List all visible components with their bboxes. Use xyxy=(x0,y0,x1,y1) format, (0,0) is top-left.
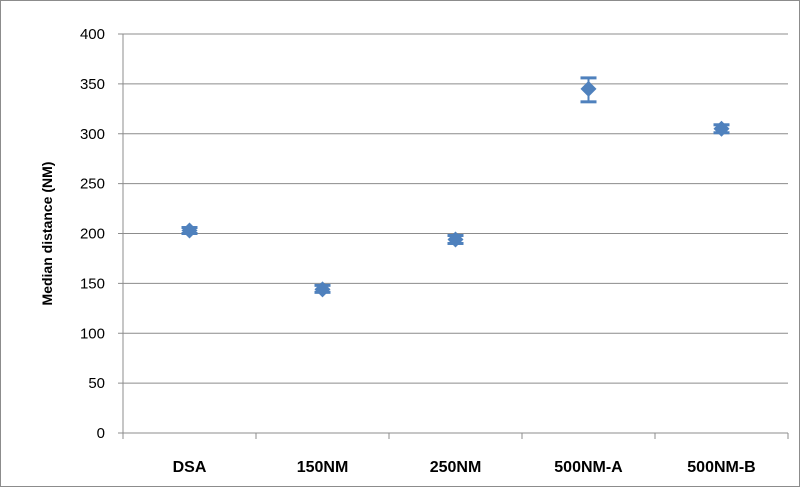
data-point-group xyxy=(314,281,331,298)
y-tick-label: 350 xyxy=(80,76,105,93)
x-axis-category-labels: DSA 150NM 250NM 500NM-A 500NM-B xyxy=(173,459,756,476)
y-tick-label: 150 xyxy=(80,275,105,292)
category-label: 500NM-A xyxy=(554,459,623,476)
category-label: 150NM xyxy=(297,459,349,476)
diamond-marker xyxy=(181,222,198,239)
data-points xyxy=(181,76,730,298)
diamond-marker xyxy=(314,281,331,298)
gridlines xyxy=(123,33,788,384)
y-tick-label: 0 xyxy=(97,425,105,442)
x-axis-tick-marks xyxy=(122,433,789,439)
y-axis-tick-marks xyxy=(118,33,123,434)
data-point-group xyxy=(181,222,198,239)
y-tick-label: 100 xyxy=(80,325,105,342)
y-axis-tick-labels: 0 50 100 150 200 250 300 350 400 xyxy=(80,26,105,442)
y-tick-label: 300 xyxy=(80,126,105,143)
category-label: 500NM-B xyxy=(687,459,755,476)
data-point-group xyxy=(447,231,464,248)
category-label: DSA xyxy=(173,459,207,476)
diamond-marker xyxy=(580,80,597,97)
category-label: 250NM xyxy=(430,459,482,476)
data-point-group xyxy=(580,76,597,104)
y-tick-label: 250 xyxy=(80,176,105,193)
y-axis-label: Median distance (NM) xyxy=(39,162,55,306)
diamond-marker xyxy=(713,120,730,137)
y-tick-label: 200 xyxy=(80,226,105,243)
diamond-marker xyxy=(447,231,464,248)
y-tick-label: 50 xyxy=(88,375,105,392)
data-point-group xyxy=(713,120,730,137)
y-tick-label: 400 xyxy=(80,26,105,43)
